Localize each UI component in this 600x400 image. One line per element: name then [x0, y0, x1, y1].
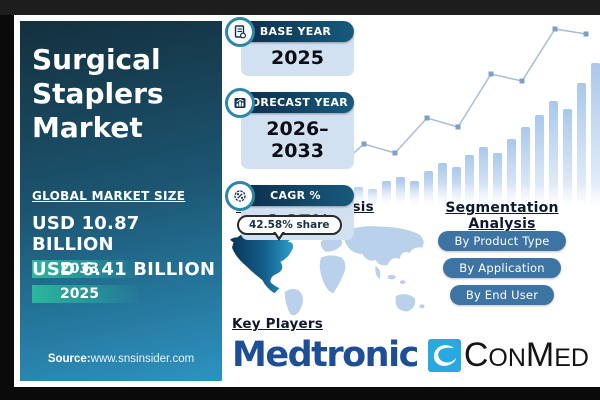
chart-bar [521, 127, 531, 205]
conmed-letter-m: M [525, 336, 555, 374]
world-map [228, 221, 430, 319]
callout-tail-inner [275, 231, 283, 237]
chart-bar [549, 101, 559, 205]
chart-bar [590, 63, 600, 205]
infographic-canvas: Surgical Staplers Market GLOBAL MARKET S… [14, 15, 600, 387]
segmentation-analysis-heading: Segmentation Analysis [445, 200, 559, 232]
map-region-other [284, 224, 425, 316]
share-callout-text: 42.58% share [249, 219, 330, 231]
info-box-base-year: BASE YEAR 2025 [225, 17, 354, 76]
market-value-2025: USD 6.41 BILLION 2025 [32, 259, 215, 303]
chart-bar [479, 147, 489, 205]
source-line: Source:www.snsinsider.com [20, 353, 222, 365]
year-badge-2025: 2025 [32, 285, 138, 303]
top-black-band [0, 0, 600, 15]
market-amount-2025: USD 6.41 BILLION [32, 259, 216, 280]
left-title-panel: Surgical Staplers Market GLOBAL MARKET S… [20, 21, 222, 381]
cagr-label: CAGR % [237, 185, 354, 206]
chart-bar [465, 155, 475, 205]
document-icon [225, 17, 255, 47]
map-region-north-america [230, 228, 294, 294]
conmed-c-icon [427, 338, 461, 372]
market-value-2033: USD 10.87 BILLION 2033 [32, 213, 222, 278]
forecast-year-value: 2026–2033 [241, 102, 354, 169]
chart-bar [563, 109, 572, 205]
key-players-logos: Medtronic CONMED [232, 329, 600, 381]
year-badge-2033: 2033 [32, 260, 138, 278]
by-application-button[interactable]: By Application [443, 257, 561, 278]
by-end-user-button[interactable]: By End User [449, 284, 555, 305]
conmed-letters-ed: ED [554, 344, 589, 372]
chart-fade-overlay [340, 184, 600, 210]
global-market-size-label: GLOBAL MARKET SIZE [32, 189, 186, 203]
chart-bar [507, 139, 517, 205]
medtronic-logo: Medtronic [232, 334, 419, 375]
page-title: Surgical Staplers Market [32, 43, 164, 145]
by-product-type-button[interactable]: By Product Type [438, 230, 566, 251]
conmed-letter-c: C [463, 336, 489, 374]
source-label: Source: [47, 353, 91, 365]
percent-icon [225, 181, 255, 211]
growth-chart-backdrop [340, 15, 600, 210]
conmed-logo: CONMED [427, 338, 589, 372]
chart-bar [576, 83, 586, 205]
bar-chart-icon [225, 88, 255, 118]
segmentation-buttons: By Product Type By Application By End Us… [414, 227, 590, 308]
chart-bar [535, 115, 545, 205]
conmed-wordmark: CONMED [464, 338, 589, 372]
source-url[interactable]: www.snsinsider.com [90, 353, 195, 365]
info-box-forecast-year: FORECAST YEAR 2026–2033 [225, 88, 354, 169]
base-year-label: BASE YEAR [237, 21, 354, 42]
chart-bar [493, 153, 503, 205]
market-amount-2033: USD 10.87 BILLION [32, 213, 140, 255]
growth-line [340, 26, 589, 166]
share-callout: 42.58% share [237, 215, 342, 241]
forecast-year-label: FORECAST YEAR [237, 92, 354, 113]
key-players-heading: Key Players [232, 316, 323, 332]
conmed-letters-on: ON [488, 344, 526, 372]
